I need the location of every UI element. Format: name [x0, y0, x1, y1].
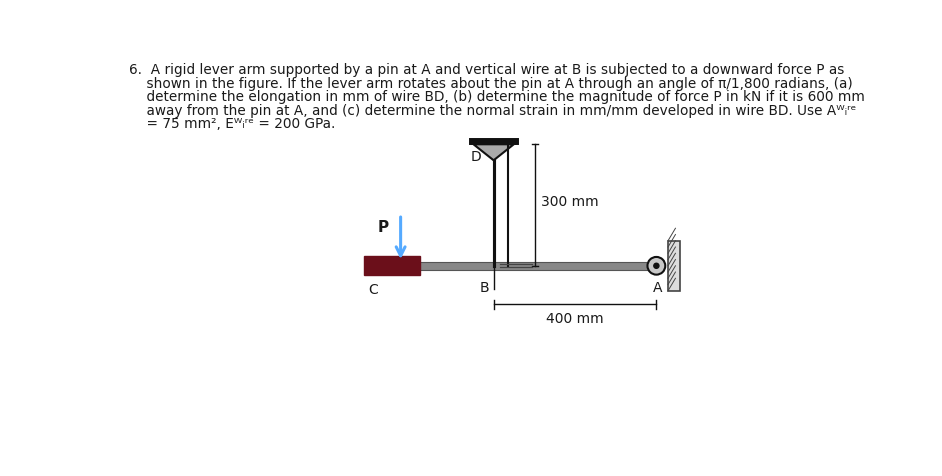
Text: C: C	[368, 283, 379, 297]
Text: shown in the figure. If the lever arm rotates about the pin at A through an angl: shown in the figure. If the lever arm ro…	[129, 77, 853, 91]
Text: 6.  A rigid lever arm supported by a pin at A and vertical wire at B is subjecte: 6. A rigid lever arm supported by a pin …	[129, 63, 845, 77]
Bar	[668, 241, 680, 291]
Polygon shape	[474, 144, 513, 160]
Bar	[365, 256, 420, 276]
Text: A: A	[653, 281, 662, 295]
Text: B: B	[479, 281, 489, 295]
Text: 400 mm: 400 mm	[546, 312, 604, 326]
Text: = 75 mm², Eᵂᵢʳᵉ = 200 GPa.: = 75 mm², Eᵂᵢʳᵉ = 200 GPa.	[129, 117, 335, 131]
Text: 300 mm: 300 mm	[541, 195, 598, 209]
Bar	[417, 262, 657, 269]
Text: determine the elongation in mm of wire BD, (b) determine the magnitude of force : determine the elongation in mm of wire B…	[129, 90, 866, 104]
Text: away from the pin at A, and (c) determine the normal strain in mm/mm developed i: away from the pin at A, and (c) determin…	[129, 104, 857, 118]
Text: P: P	[378, 220, 389, 235]
Text: D: D	[470, 149, 481, 164]
Circle shape	[647, 257, 665, 275]
Circle shape	[654, 263, 659, 268]
